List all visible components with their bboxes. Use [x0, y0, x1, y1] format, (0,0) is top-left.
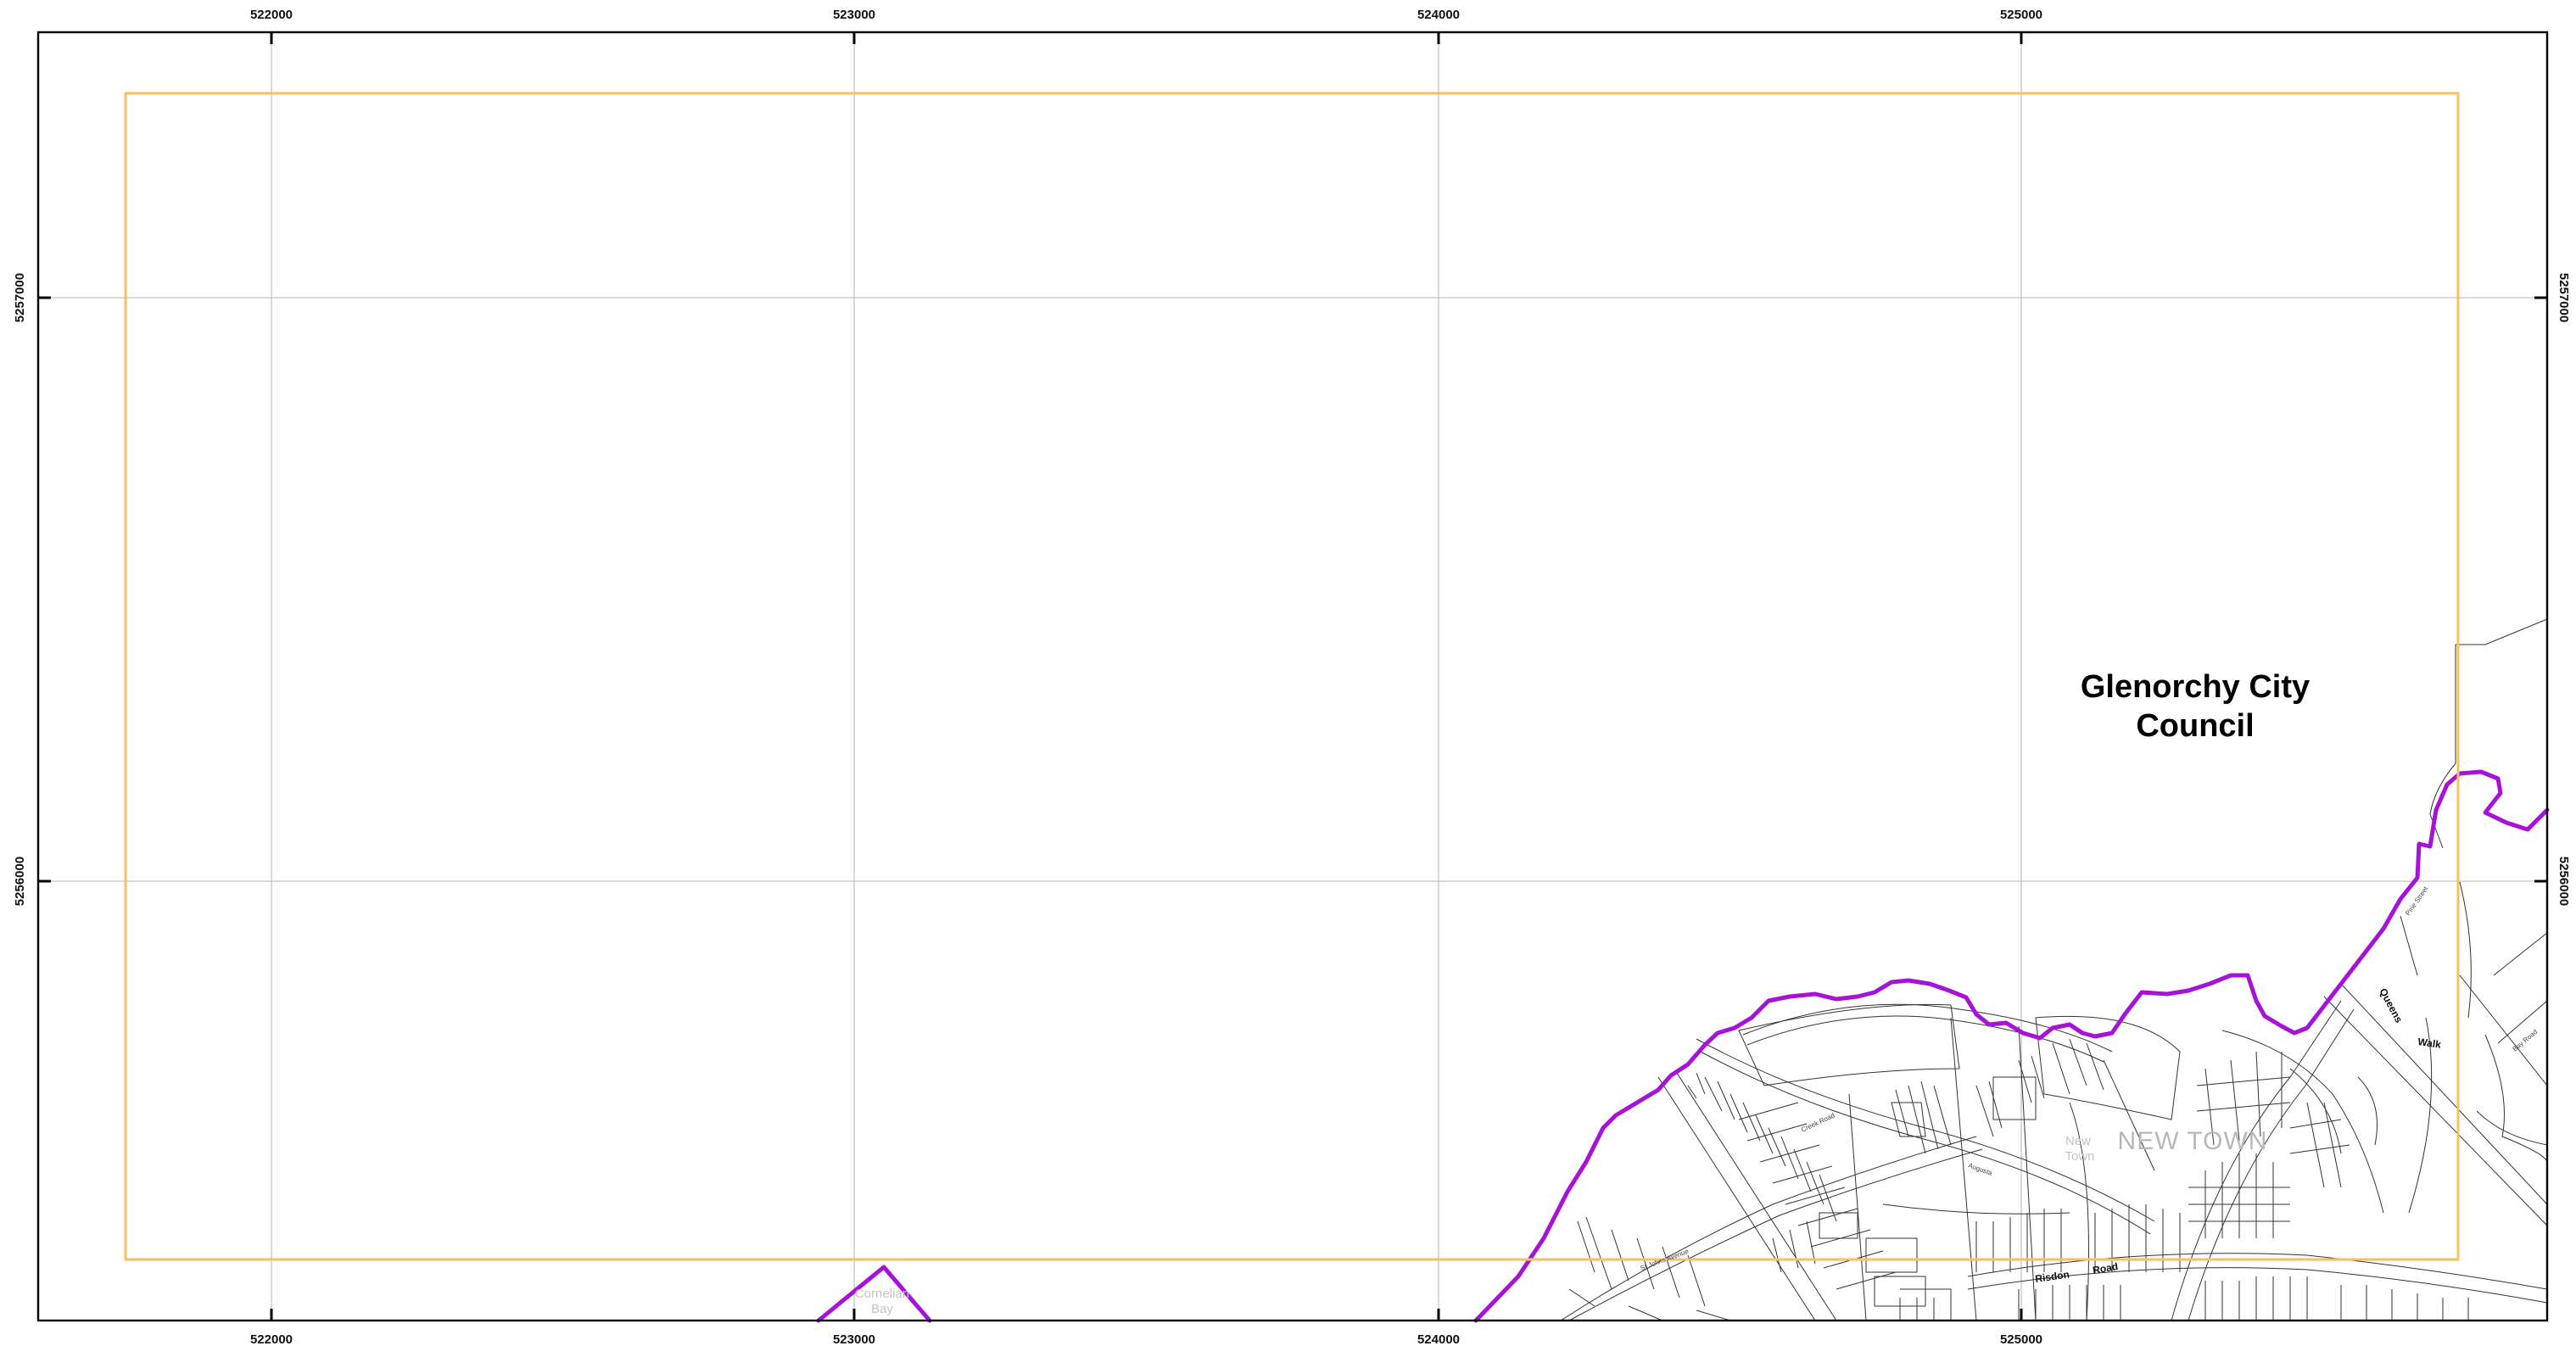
road-label-walk: Walk — [2417, 1036, 2443, 1051]
easting-labels-top: 522000 523000 524000 525000 — [250, 8, 2042, 22]
northing-label-right: 5256000 — [2556, 857, 2571, 906]
parcel-blocks — [1568, 1003, 2548, 1321]
easting-label-bottom: 522000 — [250, 1332, 293, 1347]
area-label-town: Town — [2065, 1149, 2094, 1164]
easting-label-bottom: 525000 — [2000, 1332, 2042, 1347]
map-frame — [36, 31, 2549, 1322]
easting-label-top: 524000 — [1417, 8, 1460, 22]
northing-labels-right: 5257000 5256000 — [2556, 273, 2571, 906]
northing-label-left: 5256000 — [13, 857, 27, 906]
grid-lines — [38, 32, 2547, 1321]
easting-label-bottom: 523000 — [833, 1332, 875, 1347]
easting-label-top: 525000 — [2000, 8, 2042, 22]
frame-ticks — [38, 32, 2547, 1321]
easting-labels-bottom: 522000 523000 524000 525000 — [250, 1332, 2042, 1347]
suburb-label: NEW TOWN — [2118, 1127, 2268, 1155]
easting-label-bottom: 524000 — [1417, 1332, 1460, 1347]
road-label-minor: Augusta — [1967, 1161, 1993, 1177]
road-label-queens: Queens — [2377, 986, 2405, 1025]
cadastral-parcels — [1560, 618, 2548, 1321]
easting-label-top: 522000 — [250, 8, 293, 22]
road-label-minor: Bay Road — [2512, 1028, 2540, 1053]
map-extent-box — [124, 92, 2460, 1261]
council-boundary — [816, 769, 2550, 1323]
road-label-road: Road — [2092, 1260, 2119, 1276]
boundary-line-main — [1473, 769, 2550, 1323]
council-name-line1: Glenorchy City — [2081, 669, 2310, 705]
council-name-line2: Council — [2136, 708, 2254, 744]
area-label-bottom2: Bay — [871, 1302, 893, 1316]
northing-label-right: 5257000 — [2556, 273, 2571, 322]
northing-label-left: 5257000 — [13, 273, 27, 322]
boundary-line-bottom — [816, 1265, 932, 1323]
northing-labels-left: 5257000 5256000 — [13, 273, 27, 906]
area-label-new: New — [2065, 1134, 2091, 1148]
road-label-risdon: Risdon — [2034, 1268, 2070, 1285]
road-label-minor: Creek Road — [1800, 1112, 1836, 1134]
area-label-bottom: Cornelian — [855, 1287, 909, 1301]
easting-label-top: 523000 — [833, 8, 875, 22]
